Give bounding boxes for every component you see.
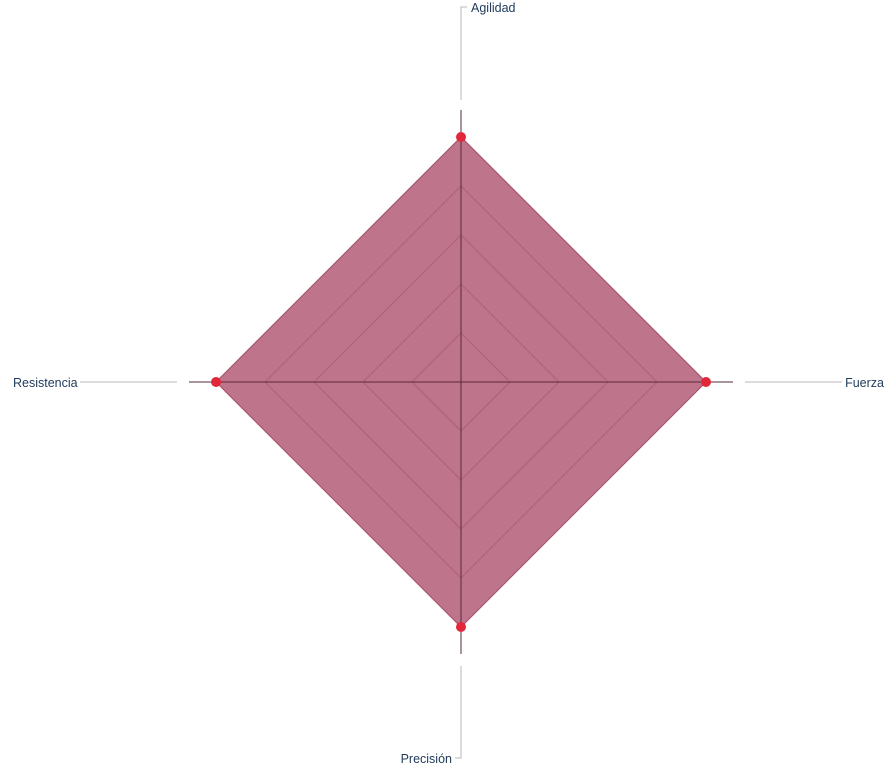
- axis-label-agilidad: Agilidad: [471, 1, 516, 15]
- point-layer: [211, 132, 711, 632]
- axis-layer: [189, 110, 733, 654]
- axis-label-fuerza: Fuerza: [845, 376, 884, 390]
- leader-precision: [455, 666, 462, 759]
- leader-agilidad: [460, 6, 467, 100]
- data-point-0-3[interactable]: [211, 377, 221, 387]
- axis-label-precision: Precisión: [401, 752, 452, 766]
- data-point-0-2[interactable]: [456, 622, 466, 632]
- data-point-0-0[interactable]: [456, 132, 466, 142]
- axis-label-resistencia: Resistencia: [13, 376, 78, 390]
- data-point-0-1[interactable]: [701, 377, 711, 387]
